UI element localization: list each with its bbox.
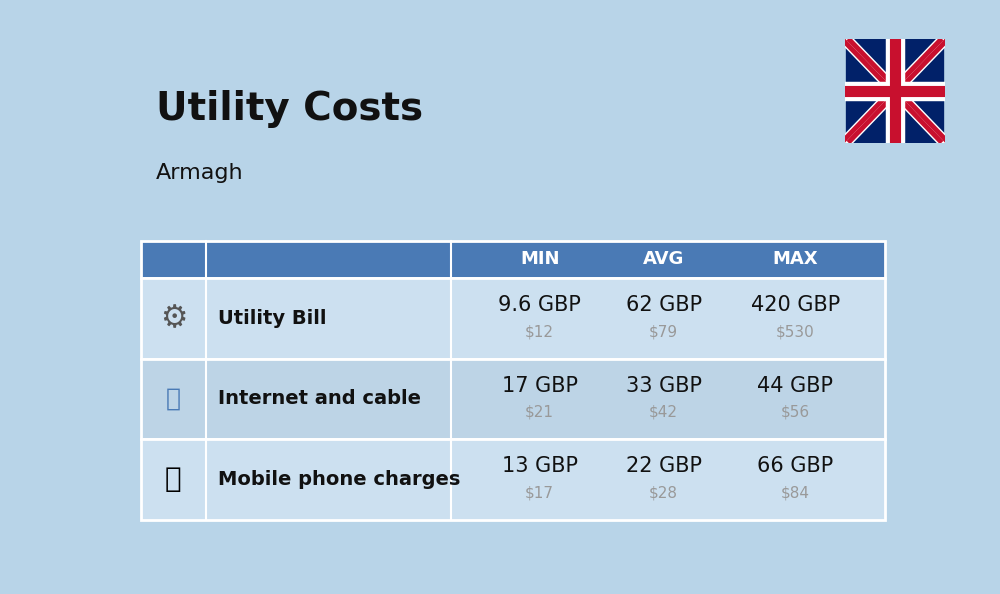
Text: $56: $56 [781,405,810,420]
Text: 66 GBP: 66 GBP [757,456,834,476]
Text: $28: $28 [649,485,678,501]
Text: Utility Bill: Utility Bill [218,309,326,328]
Text: $79: $79 [649,324,678,340]
Text: 420 GBP: 420 GBP [751,295,840,315]
Text: 44 GBP: 44 GBP [757,376,833,396]
Text: $530: $530 [776,324,815,340]
Text: MAX: MAX [773,250,818,268]
Text: 33 GBP: 33 GBP [626,376,702,396]
Text: 13 GBP: 13 GBP [502,456,578,476]
Text: 📱: 📱 [165,465,182,493]
Text: $12: $12 [525,324,554,340]
Text: $84: $84 [781,485,810,501]
Text: Utility Costs: Utility Costs [156,90,423,128]
Text: ⚙: ⚙ [160,304,187,333]
Text: Internet and cable: Internet and cable [218,389,421,408]
Text: $42: $42 [649,405,678,420]
FancyBboxPatch shape [842,33,948,148]
FancyBboxPatch shape [140,241,885,278]
Text: AVG: AVG [643,250,684,268]
Text: 9.6 GBP: 9.6 GBP [498,295,581,315]
FancyBboxPatch shape [140,439,885,520]
Text: 62 GBP: 62 GBP [626,295,702,315]
FancyBboxPatch shape [140,359,885,439]
FancyBboxPatch shape [140,278,885,359]
Text: MIN: MIN [520,250,559,268]
Text: 17 GBP: 17 GBP [502,376,578,396]
Text: 📶: 📶 [166,387,181,411]
Text: $21: $21 [525,405,554,420]
Text: $17: $17 [525,485,554,501]
Text: Mobile phone charges: Mobile phone charges [218,470,460,489]
Text: Armagh: Armagh [156,163,244,183]
Text: 22 GBP: 22 GBP [626,456,702,476]
